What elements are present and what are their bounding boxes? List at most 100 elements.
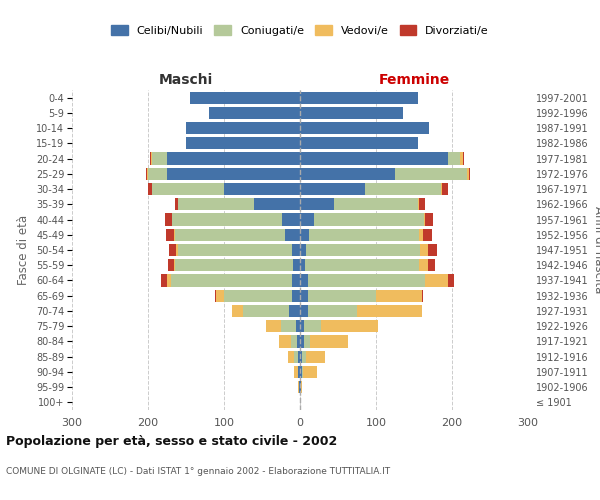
Bar <box>303 366 317 378</box>
Bar <box>448 274 454 286</box>
Bar <box>314 214 424 226</box>
Bar <box>308 305 357 317</box>
Bar <box>289 305 300 317</box>
Bar <box>419 259 428 272</box>
Bar <box>300 92 418 104</box>
Bar <box>300 336 304 347</box>
Bar <box>175 198 178 210</box>
Bar <box>292 274 300 286</box>
Bar <box>178 244 292 256</box>
Bar <box>175 259 293 272</box>
Text: Maschi: Maschi <box>159 73 213 87</box>
Bar <box>299 381 300 393</box>
Bar <box>442 183 448 195</box>
Bar <box>463 152 464 164</box>
Bar <box>425 214 433 226</box>
Bar <box>305 259 419 272</box>
Bar <box>428 244 437 256</box>
Bar <box>302 350 306 363</box>
Bar <box>172 214 282 226</box>
Bar <box>300 366 302 378</box>
Bar <box>425 274 448 286</box>
Bar <box>302 366 303 378</box>
Bar <box>209 107 300 119</box>
Bar <box>166 228 174 241</box>
Bar <box>440 183 442 195</box>
Bar <box>300 168 395 180</box>
Bar <box>215 290 217 302</box>
Bar <box>288 350 294 363</box>
Bar <box>217 290 224 302</box>
Bar <box>334 198 418 210</box>
Text: Popolazione per età, sesso e stato civile - 2002: Popolazione per età, sesso e stato civil… <box>6 435 337 448</box>
Bar <box>152 152 167 164</box>
Legend: Celibi/Nubili, Coniugati/e, Vedovi/e, Divorziati/e: Celibi/Nubili, Coniugati/e, Vedovi/e, Di… <box>111 25 489 36</box>
Bar <box>167 274 171 286</box>
Bar <box>282 214 300 226</box>
Bar <box>186 137 300 149</box>
Bar <box>292 290 300 302</box>
Bar <box>254 198 300 210</box>
Bar <box>300 107 403 119</box>
Bar <box>174 259 175 272</box>
Bar <box>296 320 300 332</box>
Bar <box>304 320 320 332</box>
Bar <box>424 214 425 226</box>
Bar <box>309 228 419 241</box>
Bar <box>294 350 298 363</box>
Bar <box>419 198 425 210</box>
Bar <box>300 305 308 317</box>
Bar <box>171 274 292 286</box>
Bar <box>460 152 463 164</box>
Bar <box>300 152 448 164</box>
Bar <box>150 152 151 164</box>
Bar <box>169 244 176 256</box>
Bar <box>423 228 432 241</box>
Bar <box>146 168 147 180</box>
Bar <box>467 168 469 180</box>
Bar <box>300 290 308 302</box>
Bar <box>297 336 300 347</box>
Bar <box>161 274 167 286</box>
Bar <box>395 168 467 180</box>
Bar <box>308 290 376 302</box>
Bar <box>306 244 420 256</box>
Bar <box>151 152 152 164</box>
Bar <box>422 290 423 302</box>
Bar <box>174 228 175 241</box>
Bar <box>175 228 285 241</box>
Bar <box>298 381 299 393</box>
Bar <box>300 122 429 134</box>
Bar <box>232 305 243 317</box>
Bar <box>152 183 224 195</box>
Bar <box>376 290 422 302</box>
Bar <box>167 168 300 180</box>
Bar <box>190 92 300 104</box>
Text: Femmine: Femmine <box>379 73 449 87</box>
Bar <box>419 228 423 241</box>
Bar <box>298 366 300 378</box>
Bar <box>357 305 422 317</box>
Bar <box>176 244 178 256</box>
Bar <box>418 198 419 210</box>
Bar <box>186 122 300 134</box>
Bar <box>294 366 298 378</box>
Bar <box>292 244 300 256</box>
Bar <box>306 350 325 363</box>
Bar <box>285 228 300 241</box>
Bar <box>304 336 310 347</box>
Bar <box>300 183 365 195</box>
Bar <box>298 350 300 363</box>
Bar <box>281 320 296 332</box>
Bar <box>280 336 291 347</box>
Bar <box>224 183 300 195</box>
Bar <box>166 214 172 226</box>
Bar <box>148 168 167 180</box>
Bar <box>168 259 174 272</box>
Bar <box>300 214 314 226</box>
Bar <box>448 152 460 164</box>
Bar <box>308 274 425 286</box>
Bar <box>301 381 302 393</box>
Y-axis label: Anni di nascita: Anni di nascita <box>592 206 600 294</box>
Bar <box>365 183 440 195</box>
